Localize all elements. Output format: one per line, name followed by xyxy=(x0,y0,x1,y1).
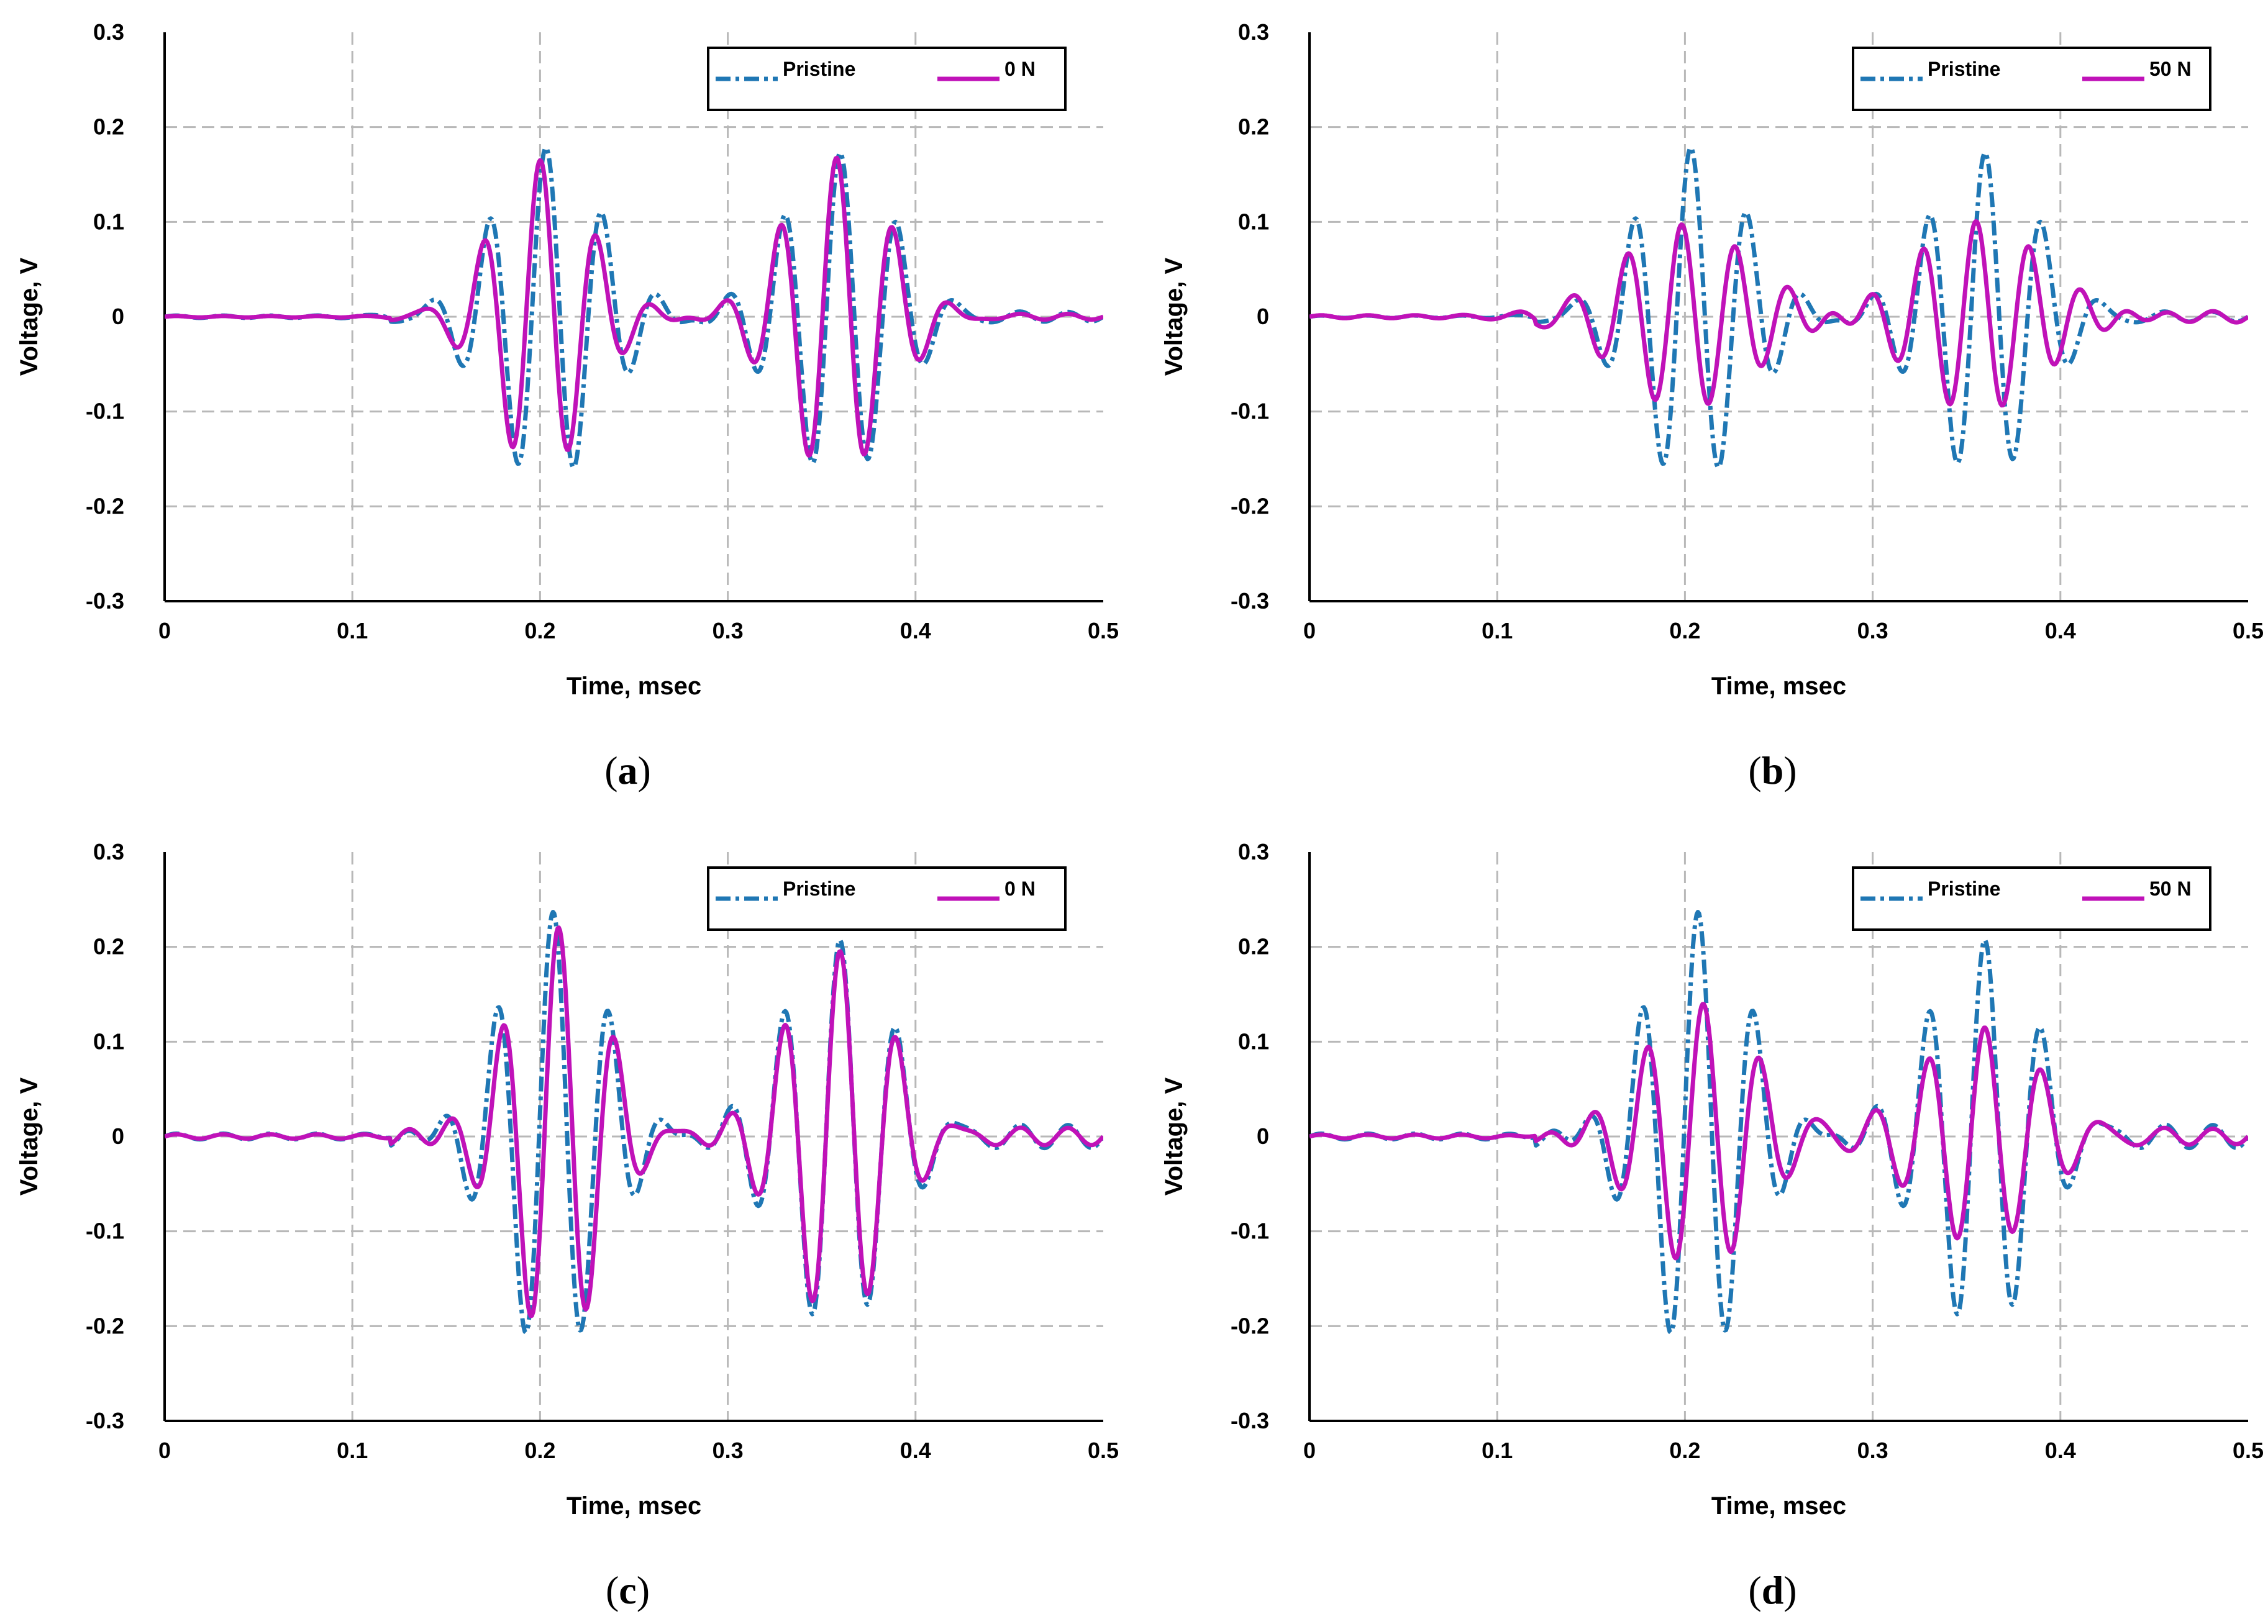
x-tick-label: 0.5 xyxy=(1088,618,1119,643)
y-tick-label: 0.1 xyxy=(1238,1028,1269,1054)
x-tick-label: 0.4 xyxy=(2045,1438,2076,1463)
series-line-pristine xyxy=(1309,910,2248,1335)
legend-label: Pristine xyxy=(783,58,855,80)
x-tick-label: 0.3 xyxy=(1857,618,1888,643)
caption-letter: c xyxy=(619,1568,636,1612)
series-line-0-n xyxy=(165,925,1103,1318)
y-tick-label: 0.2 xyxy=(1238,934,1269,959)
y-tick-label: -0.2 xyxy=(1231,1313,1269,1338)
x-tick-label: 0.1 xyxy=(337,1438,368,1463)
y-tick-label: -0.2 xyxy=(1231,493,1269,519)
x-tick-label: 0.4 xyxy=(900,618,931,643)
y-tick-label: -0.3 xyxy=(1231,588,1269,614)
panel-caption: (a) xyxy=(604,748,651,792)
caption-paren-close: ) xyxy=(638,748,651,792)
legend-label: Pristine xyxy=(1928,878,2000,900)
x-tick-label: 0 xyxy=(1303,1438,1316,1463)
caption-paren-open: ( xyxy=(606,1568,619,1612)
caption-paren-close: ) xyxy=(1783,748,1797,792)
y-tick-label: 0.2 xyxy=(93,934,124,959)
y-tick-label: 0 xyxy=(1257,304,1269,329)
legend-box xyxy=(707,47,1067,111)
chart-panel-b: 0 0.1 0.2 0.3 0.4 0.5 0.3 0.2 0.1 0 -0.1 -0.2 -0.3 Ti… xyxy=(1160,19,2264,792)
x-tick-label: 0 xyxy=(158,618,171,643)
x-tick-label: 0.2 xyxy=(524,1438,555,1463)
series-line-pristine xyxy=(165,145,1103,470)
caption-letter: d xyxy=(1762,1568,1784,1612)
y-tick-label: 0.1 xyxy=(1238,209,1269,234)
legend-label: 0 N xyxy=(1004,878,1036,900)
caption-paren-close: ) xyxy=(1783,1568,1797,1612)
caption-paren-open: ( xyxy=(604,748,617,792)
y-tick-label: 0 xyxy=(112,304,124,329)
y-tick-label: -0.3 xyxy=(86,588,124,614)
x-tick-label: 0.1 xyxy=(1482,1438,1513,1463)
legend-label: Pristine xyxy=(783,878,855,900)
y-tick-label: 0.3 xyxy=(93,839,124,864)
panel-caption: (d) xyxy=(1748,1568,1797,1612)
caption-letter: a xyxy=(618,748,638,792)
x-tick-label: 0.5 xyxy=(1088,1438,1119,1463)
x-tick-label: 0.2 xyxy=(1669,618,1700,643)
caption-letter: b xyxy=(1762,748,1784,792)
x-axis-label: Time, msec xyxy=(1711,673,1846,700)
x-tick-label: 0 xyxy=(158,1438,171,1463)
x-tick-label: 0.3 xyxy=(713,618,744,643)
y-tick-label: 0.2 xyxy=(93,114,124,140)
y-tick-label: 0.3 xyxy=(93,19,124,45)
legend-label: 50 N xyxy=(2149,878,2192,900)
series-line-pristine xyxy=(165,910,1103,1335)
chart-panel-d: 0 0.1 0.2 0.3 0.4 0.5 0.3 0.2 0.1 0 -0.1 -0.2 -0.3 Ti… xyxy=(1160,839,2264,1612)
y-axis-label: Voltage, V xyxy=(1160,257,1188,376)
x-axis-label: Time, msec xyxy=(567,1492,701,1520)
x-tick-label: 0.2 xyxy=(524,618,555,643)
y-axis-label: Voltage, V xyxy=(16,257,43,376)
y-tick-label: 0.3 xyxy=(1238,19,1269,45)
x-tick-label: 0.2 xyxy=(1669,1438,1700,1463)
y-tick-label: -0.2 xyxy=(86,1313,124,1338)
x-tick-label: 0.1 xyxy=(337,618,368,643)
y-tick-label: -0.3 xyxy=(86,1408,124,1433)
x-tick-label: 0.5 xyxy=(2233,618,2264,643)
y-tick-label: 0.1 xyxy=(93,209,124,234)
caption-paren-open: ( xyxy=(1748,1568,1761,1612)
series-line-50-n xyxy=(1309,219,2248,408)
chart-panel-a: 0 0.1 0.2 0.3 0.4 0.5 0.3 0.2 0.1 0 -0.1 -0.2 -0.3 Ti… xyxy=(16,19,1119,792)
caption-paren-open: ( xyxy=(1748,748,1761,792)
chart-panel-c: 0 0.1 0.2 0.3 0.4 0.5 0.3 0.2 0.1 0 -0.1 -0.2 -0.3 Ti… xyxy=(16,839,1119,1612)
y-tick-label: -0.1 xyxy=(1231,1218,1269,1244)
x-tick-label: 0.3 xyxy=(713,1438,744,1463)
y-tick-label: -0.1 xyxy=(86,399,124,424)
y-tick-label: -0.1 xyxy=(1231,399,1269,424)
panel-caption: (b) xyxy=(1748,748,1797,792)
x-axis-label: Time, msec xyxy=(567,673,701,700)
x-tick-label: 0 xyxy=(1303,618,1316,643)
y-tick-label: 0 xyxy=(1257,1123,1269,1149)
y-axis-label: Voltage, V xyxy=(1160,1077,1188,1195)
legend-label: 50 N xyxy=(2149,58,2192,80)
y-tick-label: -0.2 xyxy=(86,493,124,519)
y-tick-label: 0.3 xyxy=(1238,839,1269,864)
x-tick-label: 0.5 xyxy=(2233,1438,2264,1463)
y-tick-label: 0.1 xyxy=(93,1028,124,1054)
caption-paren-close: ) xyxy=(637,1568,650,1612)
x-tick-label: 0.4 xyxy=(2045,618,2076,643)
legend-label: Pristine xyxy=(1928,58,2000,80)
y-axis-label: Voltage, V xyxy=(16,1077,43,1195)
x-tick-label: 0.4 xyxy=(900,1438,931,1463)
x-tick-label: 0.3 xyxy=(1857,1438,1888,1463)
legend-label: 0 N xyxy=(1004,58,1036,80)
x-tick-label: 0.1 xyxy=(1482,618,1513,643)
x-axis-label: Time, msec xyxy=(1711,1492,1846,1520)
y-tick-label: -0.1 xyxy=(86,1218,124,1244)
y-tick-label: 0.2 xyxy=(1238,114,1269,140)
panel-caption: (c) xyxy=(606,1568,650,1612)
series-line-50-n xyxy=(1309,1002,2248,1261)
y-tick-label: -0.3 xyxy=(1231,1408,1269,1433)
series-line-0-n xyxy=(165,155,1103,458)
y-tick-label: 0 xyxy=(112,1123,124,1149)
